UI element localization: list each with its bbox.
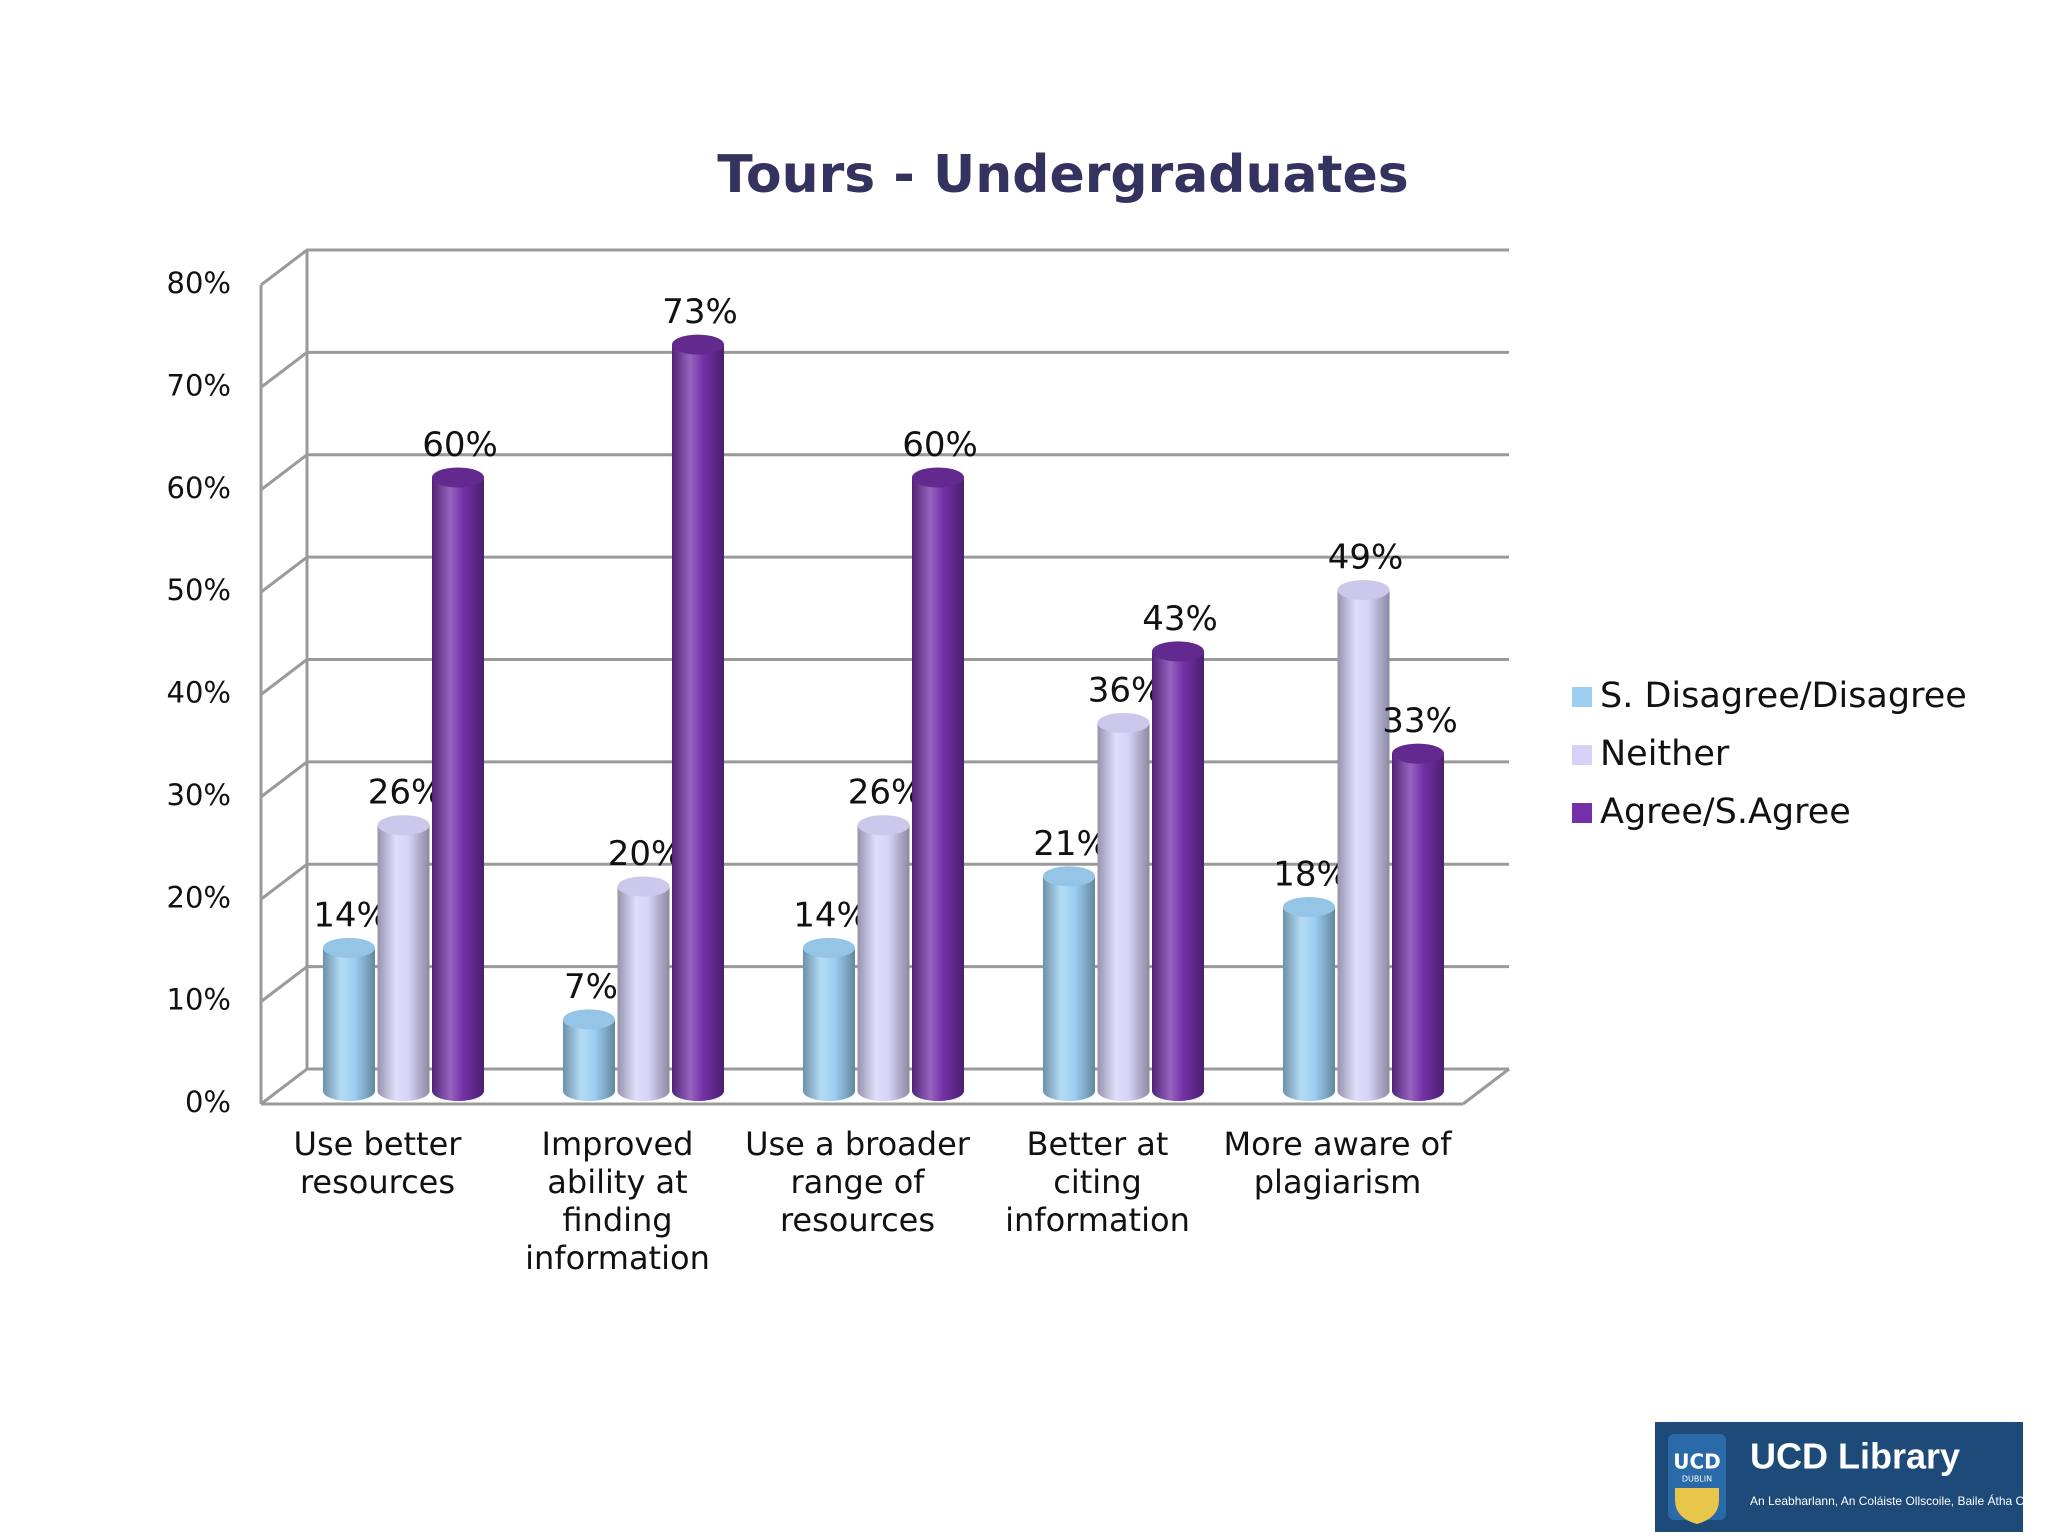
- bar: [1097, 722, 1150, 1091]
- bar-cap: [672, 334, 724, 355]
- bar: [1283, 906, 1335, 1091]
- y-tick-label: 40%: [167, 676, 231, 710]
- bar: [1152, 651, 1204, 1091]
- bar-cap: [1152, 641, 1204, 662]
- bar: [803, 947, 855, 1091]
- logo-crest-text: UCD: [1673, 1450, 1721, 1474]
- x-tick-label: Use a broader range of resources: [745, 1125, 970, 1239]
- axis-line: [1462, 1067, 1510, 1106]
- bar: [432, 477, 484, 1091]
- legend-label: S. Disagree/Disagree: [1600, 676, 1967, 716]
- bar: [1392, 753, 1444, 1091]
- bar: [377, 825, 430, 1091]
- bar-cap: [1392, 743, 1444, 764]
- value-label: 43%: [1142, 599, 1218, 639]
- bar-cap: [1337, 579, 1390, 600]
- value-label: 20%: [608, 834, 684, 874]
- grid-line: [260, 658, 1509, 696]
- value-label: 26%: [368, 773, 444, 813]
- bar-cap: [323, 937, 375, 958]
- y-tick-label: 50%: [167, 573, 231, 607]
- y-tick-label: 20%: [167, 880, 231, 914]
- grid-line: [260, 555, 1509, 594]
- value-label: 18%: [1273, 854, 1349, 894]
- bar-cap: [432, 467, 484, 488]
- value-label: 73%: [662, 292, 738, 332]
- y-tick-label: 10%: [167, 983, 231, 1017]
- bar: [323, 947, 375, 1091]
- x-tick-label: Improved ability at finding information: [525, 1125, 710, 1277]
- value-label: 60%: [422, 425, 498, 465]
- bar-cap: [1283, 896, 1335, 917]
- legend-swatch: [1572, 803, 1592, 823]
- legend-swatch: [1572, 745, 1592, 765]
- bar-cap: [377, 815, 430, 836]
- logo-shield: [1675, 1488, 1719, 1524]
- bar-cap: [803, 937, 855, 958]
- value-label: 33%: [1382, 701, 1458, 741]
- bar: [857, 825, 910, 1091]
- value-label: 26%: [848, 773, 924, 813]
- bar-cap: [1097, 712, 1150, 733]
- y-tick-label: 80%: [167, 266, 231, 300]
- bar: [672, 344, 724, 1091]
- bar-cap: [1043, 866, 1095, 887]
- y-tick-label: 0%: [185, 1085, 231, 1119]
- logo: UCD DUBLIN UCD Library An Leabharlann, A…: [1655, 1422, 2046, 1532]
- logo-subtitle: An Leabharlann, An Coláiste Ollscoile, B…: [1750, 1493, 2046, 1508]
- x-tick-label: Better at citing information: [1005, 1125, 1190, 1239]
- bar-cap: [617, 876, 670, 897]
- value-label: 36%: [1088, 670, 1164, 710]
- x-tick-label: Use better resources: [293, 1125, 462, 1201]
- value-label: 14%: [793, 895, 869, 935]
- x-tick-label: More aware of plagiarism: [1223, 1125, 1452, 1201]
- logo-crest-text: DUBLIN: [1682, 1475, 1712, 1484]
- value-label: 7%: [564, 967, 618, 1007]
- grid-line: [260, 453, 1509, 491]
- grid-line: [260, 350, 1509, 389]
- bar-cap: [857, 815, 910, 836]
- legend-label: Neither: [1600, 734, 1730, 774]
- bar-cap: [912, 467, 964, 488]
- y-tick-label: 30%: [167, 778, 231, 812]
- bar: [617, 886, 670, 1091]
- y-tick-label: 60%: [167, 471, 231, 505]
- value-label: 14%: [313, 895, 389, 935]
- value-label: 21%: [1033, 824, 1109, 864]
- bar: [1337, 589, 1390, 1091]
- value-label: 49%: [1328, 537, 1404, 577]
- bar: [912, 477, 964, 1091]
- logo-title: UCD Library: [1750, 1436, 1960, 1477]
- legend-swatch: [1572, 687, 1592, 707]
- chart-title: Tours - Undergraduates: [717, 145, 1408, 205]
- bar-cap: [563, 1009, 615, 1030]
- bar: [563, 1019, 615, 1091]
- y-tick-label: 70%: [167, 368, 231, 402]
- bar: [1043, 876, 1095, 1091]
- value-label: 60%: [902, 425, 978, 465]
- legend-label: Agree/S.Agree: [1600, 792, 1851, 832]
- grid-line: [260, 248, 1509, 287]
